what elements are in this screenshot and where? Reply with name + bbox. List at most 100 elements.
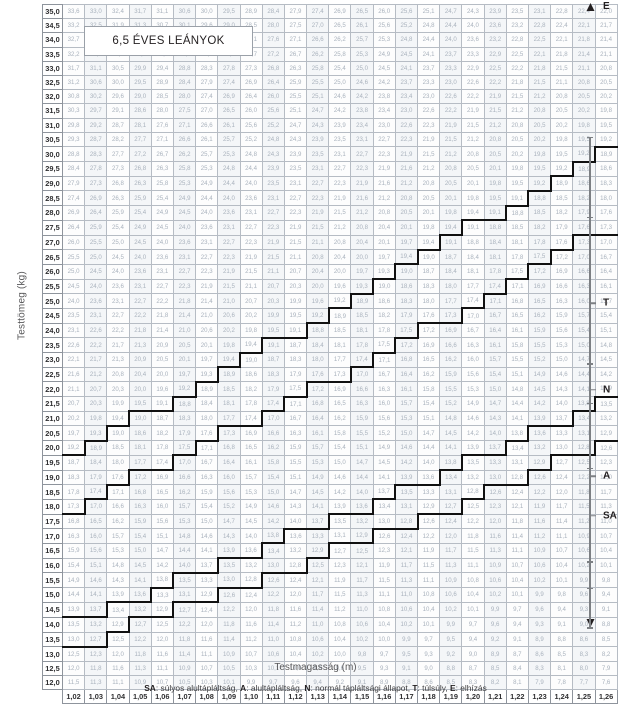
row-header-weight: 18,0 [42,498,63,515]
column-header-height: 1,09 [217,689,241,705]
column-header-height: 1,04 [106,689,130,705]
bmi-cell: 15,7 [172,498,197,515]
bmi-cell: 13,6 [350,498,374,515]
bmi-cell: 24,2 [350,89,374,105]
bmi-cell: 21,2 [372,190,396,207]
bmi-cell: 20,8 [416,175,441,192]
bmi-cell: 11,4 [505,528,529,544]
bmi-cell: 18,1 [217,396,241,412]
bmi-cell: 15,0 [394,425,419,442]
bmi-cell: 12,4 [439,513,463,530]
bmi-cell: 21,9 [261,234,285,251]
bmi-cell: 29,4 [150,60,174,76]
bmi-cell: 26,7 [283,46,308,62]
bmi-cell: 21,5 [283,234,308,251]
bmi-cell: 21,2 [416,161,441,177]
bmi-cell: 12,2 [461,513,485,530]
bmi-cell: 13,8 [505,425,529,442]
bmi-cell: 12,4 [195,601,219,618]
bmi-cell: 17,9 [172,425,197,442]
bmi-cell: 23,9 [328,117,352,133]
bmi-cell: 15,2 [439,396,463,412]
bmi-cell: 33,6 [61,3,86,20]
bmi-cell: 10,7 [195,660,219,677]
column-header-height: 1,23 [527,689,552,705]
bmi-cell: 26,9 [239,74,263,91]
bmi-cell: 11,1 [106,675,130,691]
bmi-cell: 14,3 [483,410,507,427]
bmi-cell: 24,5 [61,278,86,295]
bmi-cell: 15,2 [372,425,396,442]
legend-text-n: : normál tápláltsági állapot, [310,683,413,693]
bmi-cell: 22,3 [394,131,419,148]
row-header-weight: 24,5 [42,307,63,324]
bmi-cell: 24,3 [283,131,308,148]
bmi-cell: 18,5 [350,307,374,324]
bmi-cell: 25,5 [306,74,330,91]
bmi-cell: 20,4 [328,249,352,265]
row-header-weight: 16,5 [42,542,63,559]
table-row: 20,0 19,2 18,9 18,5 18,1 17,8 17,5 17,1 16,8 16,5… [42,439,618,456]
bmi-cell: 17,0 [83,498,108,515]
bmi-cell: 11,6 [239,616,263,633]
bmi-cell: 21,6 [394,161,419,177]
bmi-cell: 16,5 [505,307,529,324]
bmi-cell: 16,7 [195,454,219,471]
bmi-cell: 28,6 [128,103,152,119]
bmi-cell: 21,8 [572,32,596,48]
bmi-cell: 22,3 [261,219,285,236]
bmi-cell: 24,9 [150,205,174,221]
legend-text-a: : alultápláltság, [246,683,305,693]
bmi-cell: 18,1 [505,234,529,251]
bmi-cell: 19,7 [394,234,419,251]
bmi-cell: 10,4 [283,646,308,662]
bmi-cell: 20,4 [350,234,374,251]
bmi-cell: 17,3 [328,366,352,383]
bmi-cell: 14,5 [594,352,618,368]
table-row: 13,5 13,0 12,7 12,5 12,2 12,0 11,8 11,6 11,4 11,2… [42,631,618,648]
bmi-cell: 25,5 [61,249,86,265]
bmi-cell: 25,2 [239,131,263,148]
bmi-cell: 11,5 [328,587,352,603]
bmi-cell: 11,8 [461,528,485,544]
bmi-cell: 15,5 [527,337,552,353]
bmi-cell: 11,3 [594,498,618,515]
bmi-cell: 17,7 [217,410,241,427]
bmi-cell: 12,7 [172,601,197,618]
bmi-cell: 12,1 [505,498,529,515]
bmi-cell: 16,0 [217,469,241,486]
bmi-cell: 16,6 [550,278,574,295]
bmi-cell: 20,8 [350,219,374,236]
bmi-cell: 19,1 [261,336,285,353]
bmi-cell: 20,8 [106,366,130,383]
bmi-cell: 14,8 [172,528,197,544]
bmi-cell: 13,3 [416,483,441,500]
bmi-cell: 21,5 [461,117,485,133]
bmi-cell: 19,3 [350,278,374,295]
bmi-cell: 21,8 [128,322,152,339]
bmi-cell: 25,6 [239,117,263,133]
bmi-cell: 18,2 [527,219,552,236]
bmi-cell: 21,4 [150,322,174,339]
bmi-cell: 16,8 [394,352,419,368]
bmi-cell: 23,1 [527,3,552,20]
bmi-cell: 15,6 [461,366,485,383]
bmi-cell: 8,5 [594,631,618,648]
bmi-cell: 15,8 [416,381,441,398]
bmi-cell: 9,2 [439,646,463,662]
up-arrow-icon [586,3,595,11]
bmi-cell: 13,5 [593,395,618,412]
bmi-cell: 18,6 [128,425,152,442]
bmi-cell: 19,2 [172,381,197,398]
bmi-cell: 23,4 [372,103,396,119]
bmi-cell: 14,7 [416,425,441,442]
bmi-cell: 8,5 [550,646,574,662]
bmi-cell: 12,3 [372,542,396,559]
bmi-cell: 22,6 [61,337,86,353]
bmi-cell: 15,9 [195,484,219,500]
bmi-cell: 15,3 [550,337,574,353]
bmi-cell: 16,7 [461,322,485,339]
bmi-cell: 10,4 [372,616,396,633]
bmi-cell: 18,0 [195,410,219,427]
bmi-cell: 22,6 [416,103,441,119]
